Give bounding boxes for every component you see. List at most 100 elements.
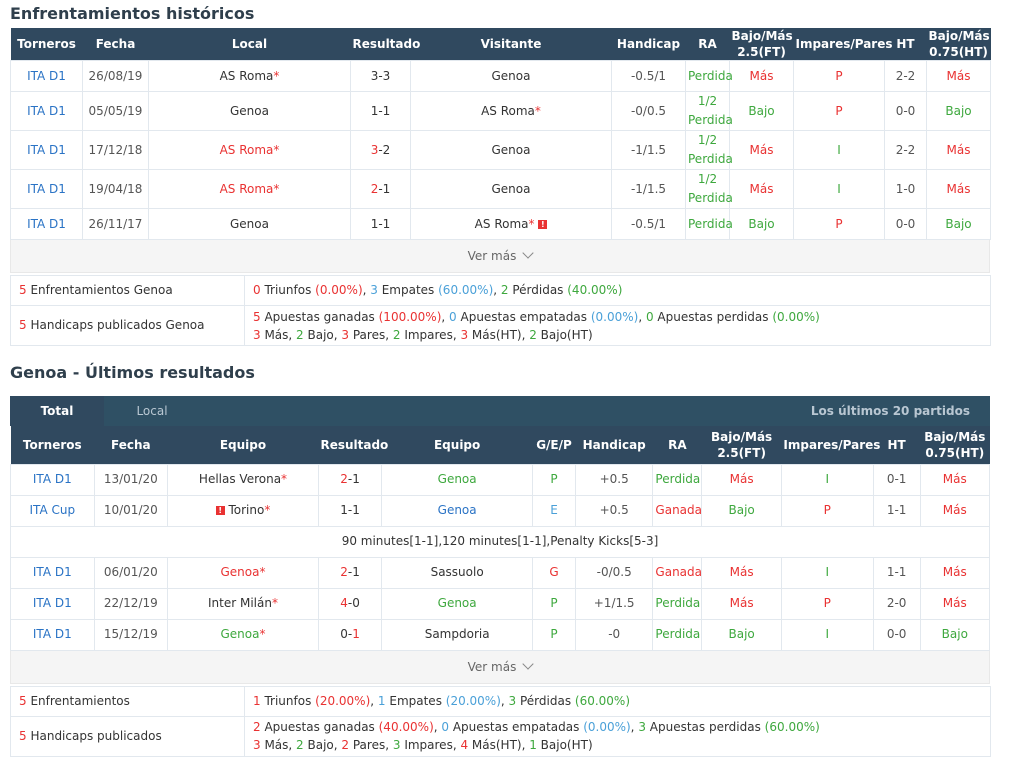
match-score[interactable]: 0-1 (317, 618, 383, 651)
col-header: Handicap (575, 426, 653, 464)
match-score[interactable]: 2-1 (317, 463, 383, 496)
odd-even: P (793, 91, 885, 131)
away-team[interactable]: Genoa (381, 463, 534, 496)
match-score[interactable]: 4-0 (317, 587, 383, 620)
team-name[interactable]: Genoa (491, 68, 531, 83)
home-team[interactable]: Genoa* (167, 618, 319, 651)
over-under-ft: Más (729, 130, 794, 170)
match-note-row: 90 minutes[1-1],120 minutes[1-1],Penalty… (10, 525, 990, 558)
home-team[interactable]: AS Roma* (148, 169, 351, 209)
over-under-ht: Más (926, 60, 991, 92)
summary-part: 3 (253, 738, 261, 752)
score-home: 1 (370, 216, 379, 231)
team-name[interactable]: AS Roma (474, 216, 529, 231)
team-star: * (259, 565, 266, 579)
league-link[interactable]: ITA Cup (10, 494, 95, 527)
away-team[interactable]: Genoa (410, 169, 612, 209)
h2h-ver-mas-button[interactable]: Ver más (10, 240, 990, 273)
score-away: 1 (352, 565, 360, 579)
recent-ver-mas-button[interactable]: Ver más (10, 650, 990, 684)
match-score[interactable]: 1-1 (350, 91, 411, 131)
match-score[interactable]: 3-2 (350, 130, 411, 170)
over-under-ft: Más (729, 60, 794, 92)
league-link[interactable]: ITA D1 (10, 130, 83, 170)
recent-table: Torneros Fecha Equipo Resultado Equipo G… (10, 426, 991, 651)
score-away: 1 (382, 216, 391, 231)
home-team[interactable]: Genoa (148, 208, 351, 240)
team-name[interactable]: Genoa (230, 216, 269, 231)
league-link[interactable]: ITA D1 (10, 556, 95, 589)
col-header: Resultado (350, 28, 420, 61)
score-away: 3 (382, 68, 391, 83)
away-team[interactable]: AS Roma* (410, 91, 612, 131)
half-time-score: 2-0 (872, 587, 921, 620)
score-sep: - (347, 596, 353, 610)
summary-part: Bajo(HT) (536, 738, 593, 752)
away-team[interactable]: Sampdoria (381, 618, 534, 651)
league-link[interactable]: ITA D1 (10, 587, 95, 620)
home-team[interactable]: ! Torino* (167, 494, 319, 527)
col-header: RA (685, 28, 730, 61)
home-team[interactable]: Inter Milán* (167, 587, 319, 620)
away-team[interactable]: Genoa (381, 587, 534, 620)
match-score[interactable]: 3-3 (350, 60, 411, 92)
match-score[interactable]: 2-1 (317, 556, 383, 589)
league-link[interactable]: ITA D1 (10, 169, 83, 209)
score-home: 2 (340, 472, 348, 486)
team-name[interactable]: Inter Milán (208, 596, 272, 610)
ra-result: Perdida (685, 208, 733, 240)
team-name[interactable]: Torino (228, 503, 265, 517)
team-name[interactable]: Genoa (220, 627, 260, 641)
h2h-title: Enfrentamientos históricos (10, 4, 255, 23)
team-name[interactable]: Genoa (230, 103, 269, 118)
col-header: Bajo/Más 2.5(FT) (729, 28, 794, 61)
ra-result: Perdida (652, 587, 703, 620)
tab-local[interactable]: Local (136, 404, 168, 418)
ra-result: Ganada (652, 556, 703, 589)
away-team[interactable]: AS Roma* ! (410, 208, 612, 240)
team-name[interactable]: Hellas Verona (198, 472, 282, 486)
score-sep: - (378, 103, 383, 118)
match-score[interactable]: 1-1 (350, 208, 411, 240)
summary-part: Bajo, (303, 738, 342, 752)
handicap: -0.5/1 (611, 208, 686, 240)
summary-label: 5 Enfrentamientos Genoa (10, 275, 245, 306)
over-under-ft: Más (729, 169, 794, 209)
team-name[interactable]: AS Roma (481, 103, 535, 118)
home-team[interactable]: AS Roma* (148, 130, 351, 170)
team-name[interactable]: AS Roma (219, 181, 274, 196)
home-team[interactable]: Genoa (148, 91, 351, 131)
team-name[interactable]: Genoa (220, 565, 260, 579)
score-home: 3 (370, 68, 379, 83)
tab-total[interactable]: Total (10, 396, 104, 426)
table-row: ITA D1 22/12/19 Inter Milán* 4-0 Genoa P +1/1.… (10, 587, 991, 620)
match-score[interactable]: 1-1 (317, 494, 383, 527)
team-name[interactable]: Genoa (491, 181, 531, 196)
league-link[interactable]: ITA D1 (10, 91, 83, 131)
last-n-selector[interactable]: Los últimos 20 partidos (810, 404, 970, 418)
odd-even: I (793, 130, 885, 170)
half-time-score: 1-1 (872, 556, 921, 589)
team-name[interactable]: AS Roma (219, 142, 274, 157)
home-team[interactable]: Hellas Verona* (167, 463, 319, 496)
league-link[interactable]: ITA D1 (10, 208, 83, 240)
home-team[interactable]: AS Roma* (148, 60, 351, 92)
summary-part: 2 (296, 327, 304, 342)
summary-part: Pares, (349, 327, 393, 342)
league-link[interactable]: ITA D1 (10, 60, 83, 92)
away-team[interactable]: Genoa (381, 494, 534, 527)
home-team[interactable]: Genoa* (167, 556, 319, 589)
over-under-ht: Más (919, 556, 991, 589)
away-team[interactable]: Sassuolo (381, 556, 534, 589)
team-star: * (264, 503, 271, 517)
summary-part: , (362, 283, 371, 297)
team-name[interactable]: Genoa (491, 142, 531, 157)
over-under-ht: Más (919, 587, 991, 620)
league-link[interactable]: ITA D1 (10, 463, 95, 496)
score-sep: - (378, 216, 383, 231)
team-name[interactable]: AS Roma (219, 68, 274, 83)
match-score[interactable]: 2-1 (350, 169, 411, 209)
league-link[interactable]: ITA D1 (10, 618, 95, 651)
away-team[interactable]: Genoa (410, 130, 612, 170)
away-team[interactable]: Genoa (410, 60, 612, 92)
